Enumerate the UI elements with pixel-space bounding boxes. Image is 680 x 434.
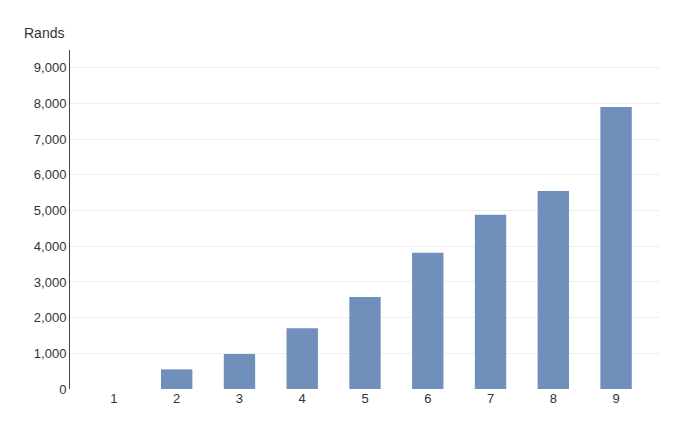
svg-text:3,000: 3,000 bbox=[34, 275, 67, 290]
svg-text:1: 1 bbox=[110, 391, 117, 406]
svg-text:6,000: 6,000 bbox=[34, 167, 67, 182]
svg-text:8,000: 8,000 bbox=[34, 96, 67, 111]
svg-text:0: 0 bbox=[59, 382, 66, 397]
svg-text:8: 8 bbox=[550, 391, 557, 406]
svg-text:9,000: 9,000 bbox=[34, 60, 67, 75]
svg-text:1,000: 1,000 bbox=[34, 346, 67, 361]
svg-text:3: 3 bbox=[236, 391, 243, 406]
svg-text:7,000: 7,000 bbox=[34, 132, 67, 147]
svg-text:7: 7 bbox=[487, 391, 494, 406]
svg-text:2,000: 2,000 bbox=[34, 310, 67, 325]
svg-text:6: 6 bbox=[424, 391, 431, 406]
svg-text:9: 9 bbox=[612, 391, 619, 406]
svg-text:4,000: 4,000 bbox=[34, 239, 67, 254]
svg-text:2: 2 bbox=[173, 391, 180, 406]
svg-text:5,000: 5,000 bbox=[34, 203, 67, 218]
svg-text:Rands: Rands bbox=[24, 25, 64, 41]
svg-text:4: 4 bbox=[299, 391, 306, 406]
svg-text:5: 5 bbox=[361, 391, 368, 406]
